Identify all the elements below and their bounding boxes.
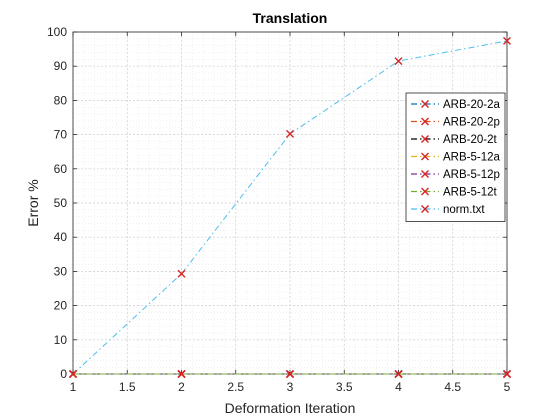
legend-marker — [421, 135, 429, 143]
data-point-marker-stroke-b — [503, 370, 511, 378]
data-point-marker-stroke-b — [503, 36, 511, 45]
y-tick-label: 100 — [47, 25, 67, 39]
data-point-marker-stroke-b — [394, 57, 403, 66]
legend-marker — [421, 205, 429, 213]
x-tick-label: 1 — [70, 380, 77, 394]
x-axis-title: Deformation Iteration — [225, 400, 356, 416]
legend-label: ARB-5-12a — [443, 152, 500, 164]
legend-marker-stroke-b — [421, 205, 429, 213]
y-tick-label: 60 — [54, 162, 68, 176]
legend-marker — [421, 187, 429, 196]
data-point-marker-stroke-b — [177, 370, 186, 378]
y-axis-title: Error % — [25, 179, 41, 226]
y-tick-label: 70 — [54, 128, 68, 142]
legend-marker-stroke-b — [421, 152, 429, 161]
y-tick-label: 0 — [60, 367, 67, 381]
chart-title: Translation — [253, 10, 328, 26]
data-point-marker-stroke-b — [286, 129, 294, 138]
y-tick-label: 90 — [54, 59, 68, 73]
x-tick-label: 3 — [287, 380, 294, 394]
y-tick-label: 40 — [54, 230, 68, 244]
legend-marker — [421, 152, 429, 161]
y-tick-label: 30 — [54, 264, 68, 278]
data-point-marker — [503, 36, 511, 45]
legend-marker — [421, 100, 429, 108]
data-point-marker — [503, 370, 511, 378]
x-tick-label: 2.5 — [227, 380, 244, 394]
legend-marker-stroke-b — [421, 100, 429, 108]
legend-label: ARB-20-2p — [443, 117, 500, 129]
x-tick-label: 4 — [395, 380, 402, 394]
legend-label: norm.txt — [443, 204, 485, 216]
legend-label: ARB-20-2t — [443, 134, 497, 146]
x-tick-label: 3.5 — [336, 380, 353, 394]
legend-marker-stroke-b — [421, 135, 429, 143]
legend-marker-stroke-b — [421, 170, 429, 178]
data-point-marker — [69, 370, 77, 378]
x-tick-label: 5 — [504, 380, 511, 394]
x-tick-label: 1.5 — [119, 380, 136, 394]
data-point-marker — [177, 370, 186, 378]
data-point-marker — [286, 129, 294, 138]
data-point-marker-stroke-b — [177, 269, 186, 278]
legend-marker — [421, 170, 429, 178]
x-tick-label: 4.5 — [444, 380, 461, 394]
legend-box — [405, 92, 506, 222]
y-tick-label: 20 — [54, 299, 68, 313]
legend-marker-stroke-b — [421, 117, 429, 126]
y-tick-label: 10 — [54, 333, 68, 347]
data-point-marker-stroke-b — [69, 370, 77, 378]
legend-label: ARB-5-12p — [443, 169, 500, 181]
data-point-marker — [177, 269, 186, 278]
y-tick-label: 50 — [54, 196, 68, 210]
legend-label: ARB-5-12t — [443, 187, 497, 199]
legend-marker-stroke-b — [421, 187, 429, 196]
legend-label: ARB-20-2a — [443, 99, 500, 111]
legend-marker — [421, 117, 429, 126]
data-point-marker — [394, 57, 403, 66]
data-point-marker — [394, 370, 403, 378]
data-point-marker-stroke-b — [286, 370, 294, 378]
data-point-marker-stroke-b — [394, 370, 403, 378]
y-tick-label: 80 — [54, 93, 68, 107]
data-point-marker — [286, 370, 294, 378]
x-tick-label: 2 — [178, 380, 185, 394]
